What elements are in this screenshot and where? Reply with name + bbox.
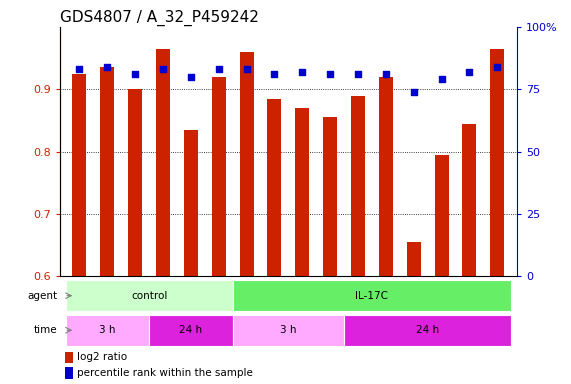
Bar bbox=[435, 155, 448, 276]
Text: IL-17C: IL-17C bbox=[355, 291, 388, 301]
Text: 24 h: 24 h bbox=[179, 325, 203, 335]
Text: 24 h: 24 h bbox=[416, 325, 439, 335]
Bar bbox=[490, 49, 504, 276]
Bar bbox=[379, 77, 393, 276]
Bar bbox=[463, 124, 476, 276]
Text: 3 h: 3 h bbox=[99, 325, 115, 335]
Bar bbox=[100, 68, 114, 276]
Point bbox=[297, 69, 307, 75]
Bar bbox=[149, 315, 232, 346]
Point bbox=[158, 66, 167, 73]
Bar bbox=[407, 242, 421, 276]
Text: time: time bbox=[34, 325, 57, 335]
Text: agent: agent bbox=[27, 291, 57, 301]
Bar bbox=[323, 118, 337, 276]
Point bbox=[465, 69, 474, 75]
Bar bbox=[212, 77, 226, 276]
Point bbox=[214, 66, 223, 73]
Bar bbox=[240, 52, 254, 276]
Text: percentile rank within the sample: percentile rank within the sample bbox=[77, 368, 253, 378]
Point bbox=[186, 74, 195, 80]
Point bbox=[270, 71, 279, 78]
Bar bbox=[267, 99, 282, 276]
Bar bbox=[66, 315, 149, 346]
Bar bbox=[344, 315, 511, 346]
Bar bbox=[128, 89, 142, 276]
Point bbox=[493, 64, 502, 70]
Point bbox=[381, 71, 391, 78]
Bar bbox=[66, 280, 232, 311]
Point bbox=[409, 89, 419, 95]
Text: log2 ratio: log2 ratio bbox=[77, 353, 127, 362]
Point bbox=[103, 64, 112, 70]
Point bbox=[75, 66, 84, 73]
Text: GDS4807 / A_32_P459242: GDS4807 / A_32_P459242 bbox=[60, 9, 259, 25]
Point bbox=[437, 76, 446, 83]
Bar bbox=[65, 352, 73, 363]
Bar bbox=[351, 96, 365, 276]
Bar bbox=[184, 130, 198, 276]
Point bbox=[325, 71, 335, 78]
Bar bbox=[65, 367, 73, 379]
Bar bbox=[232, 315, 344, 346]
Point bbox=[131, 71, 140, 78]
Point bbox=[353, 71, 363, 78]
Bar bbox=[156, 49, 170, 276]
Text: control: control bbox=[131, 291, 167, 301]
Bar bbox=[73, 74, 86, 276]
Text: 3 h: 3 h bbox=[280, 325, 296, 335]
Point bbox=[242, 66, 251, 73]
Bar bbox=[295, 108, 309, 276]
Bar bbox=[232, 280, 511, 311]
